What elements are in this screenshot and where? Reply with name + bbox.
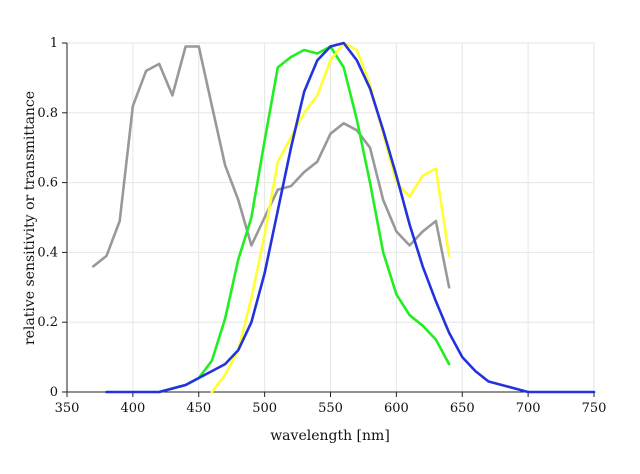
x-tick-label: 700 [516,401,541,416]
x-tick-label: 550 [318,401,343,416]
x-axis-ticks: 350 400 450 500 550 600 650 700 750 [55,392,607,416]
x-tick-label: 350 [55,401,80,416]
x-tick-label: 500 [252,401,277,416]
y-tick-label: 0 [50,385,58,400]
grid [66,42,595,393]
y-tick-label: 0.4 [37,245,58,260]
series-line-4 [105,41,596,394]
series-line-3 [210,41,451,394]
x-tick-label: 450 [186,401,211,416]
y-tick-label: 0.6 [37,176,58,191]
y-tick-label: 0.8 [37,106,58,121]
y-axis-ticks: 0 0.2 0.4 0.6 0.8 1 [37,36,67,400]
x-tick-label: 650 [450,401,475,416]
series-lines [92,41,596,394]
series-line-2 [157,45,451,394]
series-line-1 [92,45,451,289]
x-tick-label: 600 [384,401,409,416]
y-tick-label: 0.2 [37,315,58,330]
y-axis-label: relative sensitivity or transmittance [22,91,38,345]
x-axis-label: wavelength [nm] [270,428,390,444]
y-tick-label: 1 [50,36,58,51]
x-tick-label: 400 [120,401,145,416]
x-tick-label: 750 [582,401,607,416]
